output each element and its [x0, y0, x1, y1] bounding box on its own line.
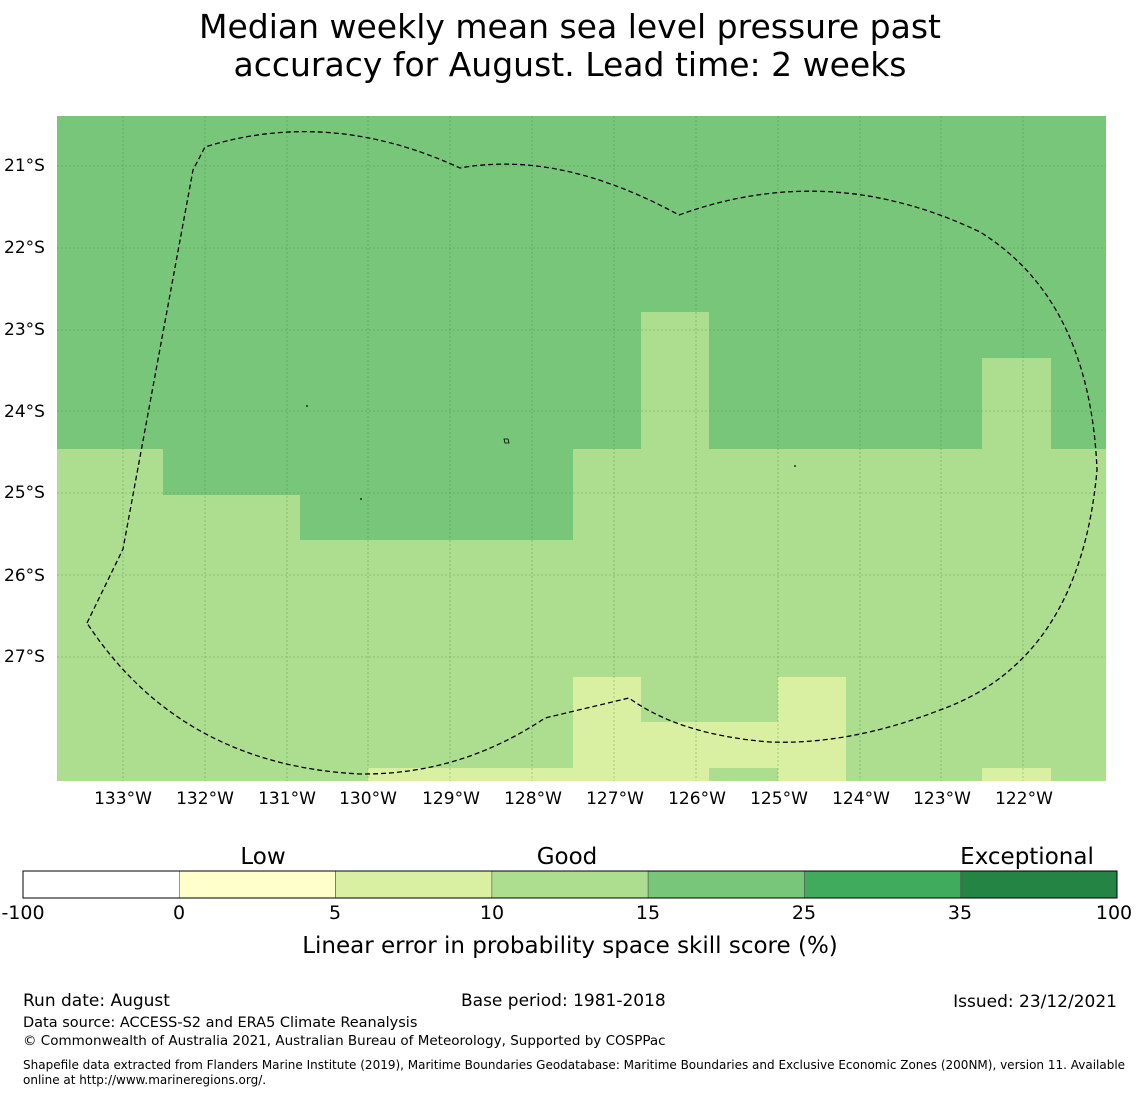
colorbar-segment	[960, 870, 1118, 899]
colorbar-segment	[804, 870, 962, 899]
lon-tick-label: 129°W	[422, 789, 480, 809]
lon-tick-label: 122°W	[995, 789, 1053, 809]
colorbar-category-low: Low	[240, 844, 286, 870]
island-outline	[503, 438, 510, 444]
skill-grid	[57, 116, 1106, 781]
colorbar-segment	[178, 870, 336, 899]
lat-tick-label: 21°S	[4, 156, 45, 176]
grid-cell-low	[778, 677, 846, 781]
lon-tick-label: 132°W	[176, 789, 234, 809]
copyright: © Commonwealth of Australia 2021, Austra…	[23, 1033, 666, 1049]
lon-tick-label: 126°W	[668, 789, 726, 809]
grid-cell-low	[982, 768, 1051, 781]
lon-tick-label: 131°W	[258, 789, 316, 809]
lon-tick-label: 128°W	[504, 789, 562, 809]
island-dot	[794, 465, 796, 467]
island-dot	[360, 498, 362, 500]
data-source: Data source: ACCESS-S2 and ERA5 Climate …	[23, 1015, 418, 1031]
shapefile-credit-line-2: online at http://www.marineregions.org/.	[23, 1073, 267, 1087]
colorbar-label: Linear error in probability space skill …	[302, 933, 838, 959]
lat-tick-label: 25°S	[4, 483, 45, 503]
base-period: Base period: 1981-2018	[461, 991, 666, 1011]
shapefile-credit-line-1: Shapefile data extracted from Flanders M…	[23, 1058, 1126, 1072]
lon-tick-label: 125°W	[750, 789, 808, 809]
colorbar-tick-label: 25	[791, 902, 817, 924]
colorbar	[22, 870, 1118, 899]
lat-tick-label: 22°S	[4, 238, 45, 258]
grid-cell-good-low	[641, 312, 709, 449]
lon-tick-label: 123°W	[913, 789, 971, 809]
lat-tick-label: 23°S	[4, 320, 45, 340]
lat-tick-label: 27°S	[4, 647, 45, 667]
chart-title-line-2: accuracy for August. Lead time: 2 weeks	[233, 45, 907, 84]
colorbar-segment	[491, 870, 649, 899]
colorbar-tick-label: -100	[1, 902, 45, 924]
colorbar-tick-label: 35	[947, 902, 973, 924]
run-date: Run date: August	[23, 991, 170, 1011]
colorbar-category-good: Good	[536, 844, 598, 870]
grid-cell-low	[368, 768, 573, 781]
lat-tick-label: 26°S	[4, 566, 45, 586]
grid-cell-low	[573, 677, 641, 781]
colorbar-tick-label: 10	[479, 902, 505, 924]
colorbar-tick-label: 100	[1095, 902, 1133, 924]
colorbar-tick-label: 0	[172, 902, 186, 924]
eez-boundary	[86, 131, 1098, 775]
colorbar-segment	[647, 870, 805, 899]
issued-date: Issued: 23/12/2021	[953, 992, 1117, 1012]
lon-tick-label: 133°W	[94, 789, 152, 809]
grid-cell-good-high	[300, 495, 573, 540]
grid-cell-good-low	[709, 768, 778, 781]
island-dot	[306, 405, 308, 407]
grid-cell-good-low	[982, 358, 1051, 449]
colorbar-tick-label: 5	[328, 902, 342, 924]
lon-tick-label: 127°W	[586, 789, 644, 809]
colorbar-segment	[22, 870, 180, 899]
gridlines	[57, 116, 1106, 781]
colorbar-tick-label: 15	[635, 902, 661, 924]
colorbar-category-exceptional: Exceptional	[960, 844, 1094, 870]
colorbar-outline	[22, 870, 1118, 899]
lat-tick-label: 24°S	[4, 402, 45, 422]
chart-title-line-1: Median weekly mean sea level pressure pa…	[199, 7, 941, 46]
lon-tick-label: 124°W	[832, 789, 890, 809]
lon-tick-label: 130°W	[339, 789, 397, 809]
colorbar-segment	[335, 870, 493, 899]
